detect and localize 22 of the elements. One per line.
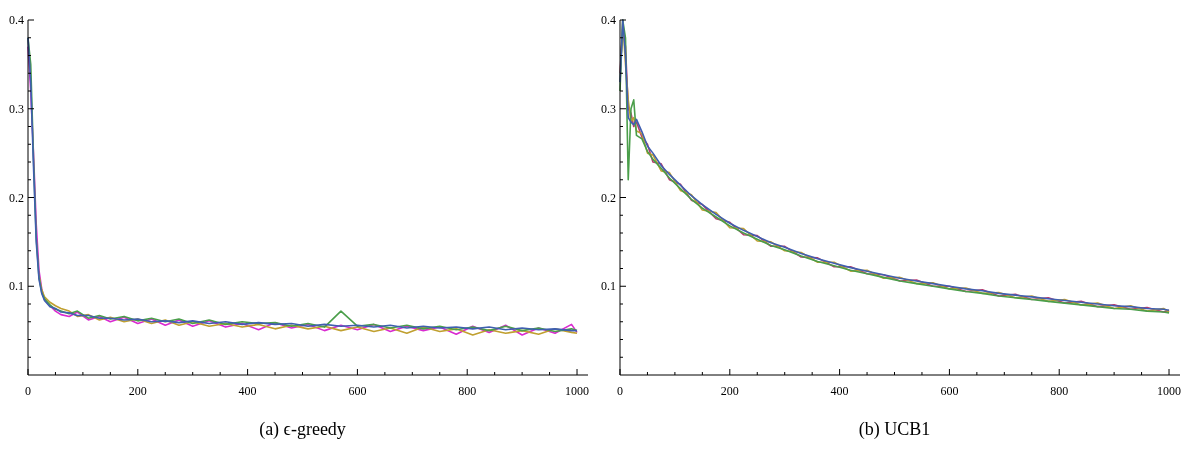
x-tick-label: 1000: [1157, 384, 1182, 398]
x-tick-label: 200: [720, 384, 739, 398]
x-tick-label: 600: [940, 384, 959, 398]
x-tick-label: 600: [348, 384, 367, 398]
y-tick-label: 0.3: [601, 101, 616, 116]
x-tick-label: 1000: [565, 384, 590, 398]
y-tick-label: 0.1: [601, 279, 616, 294]
y-tick-label: 0.2: [9, 190, 24, 205]
text: (b) UCB1: [858, 419, 931, 440]
y-tick-label: 0.4: [601, 13, 616, 28]
x-tick-label: 200: [128, 384, 147, 398]
x-tick-label: 0: [25, 384, 31, 398]
text: (a) ϵ-greedy: [259, 419, 346, 440]
x-tick-label: 400: [830, 384, 849, 398]
x-tick-label: 800: [1050, 384, 1069, 398]
y-tick-label: 0.1: [9, 279, 24, 294]
x-tick-label: 0: [617, 384, 623, 398]
y-tick-label: 0.2: [601, 190, 616, 205]
y-tick-label: 0.4: [9, 13, 24, 28]
x-tick-label: 800: [458, 384, 477, 398]
x-tick-label: 400: [238, 384, 257, 398]
y-tick-label: 0.3: [9, 101, 24, 116]
